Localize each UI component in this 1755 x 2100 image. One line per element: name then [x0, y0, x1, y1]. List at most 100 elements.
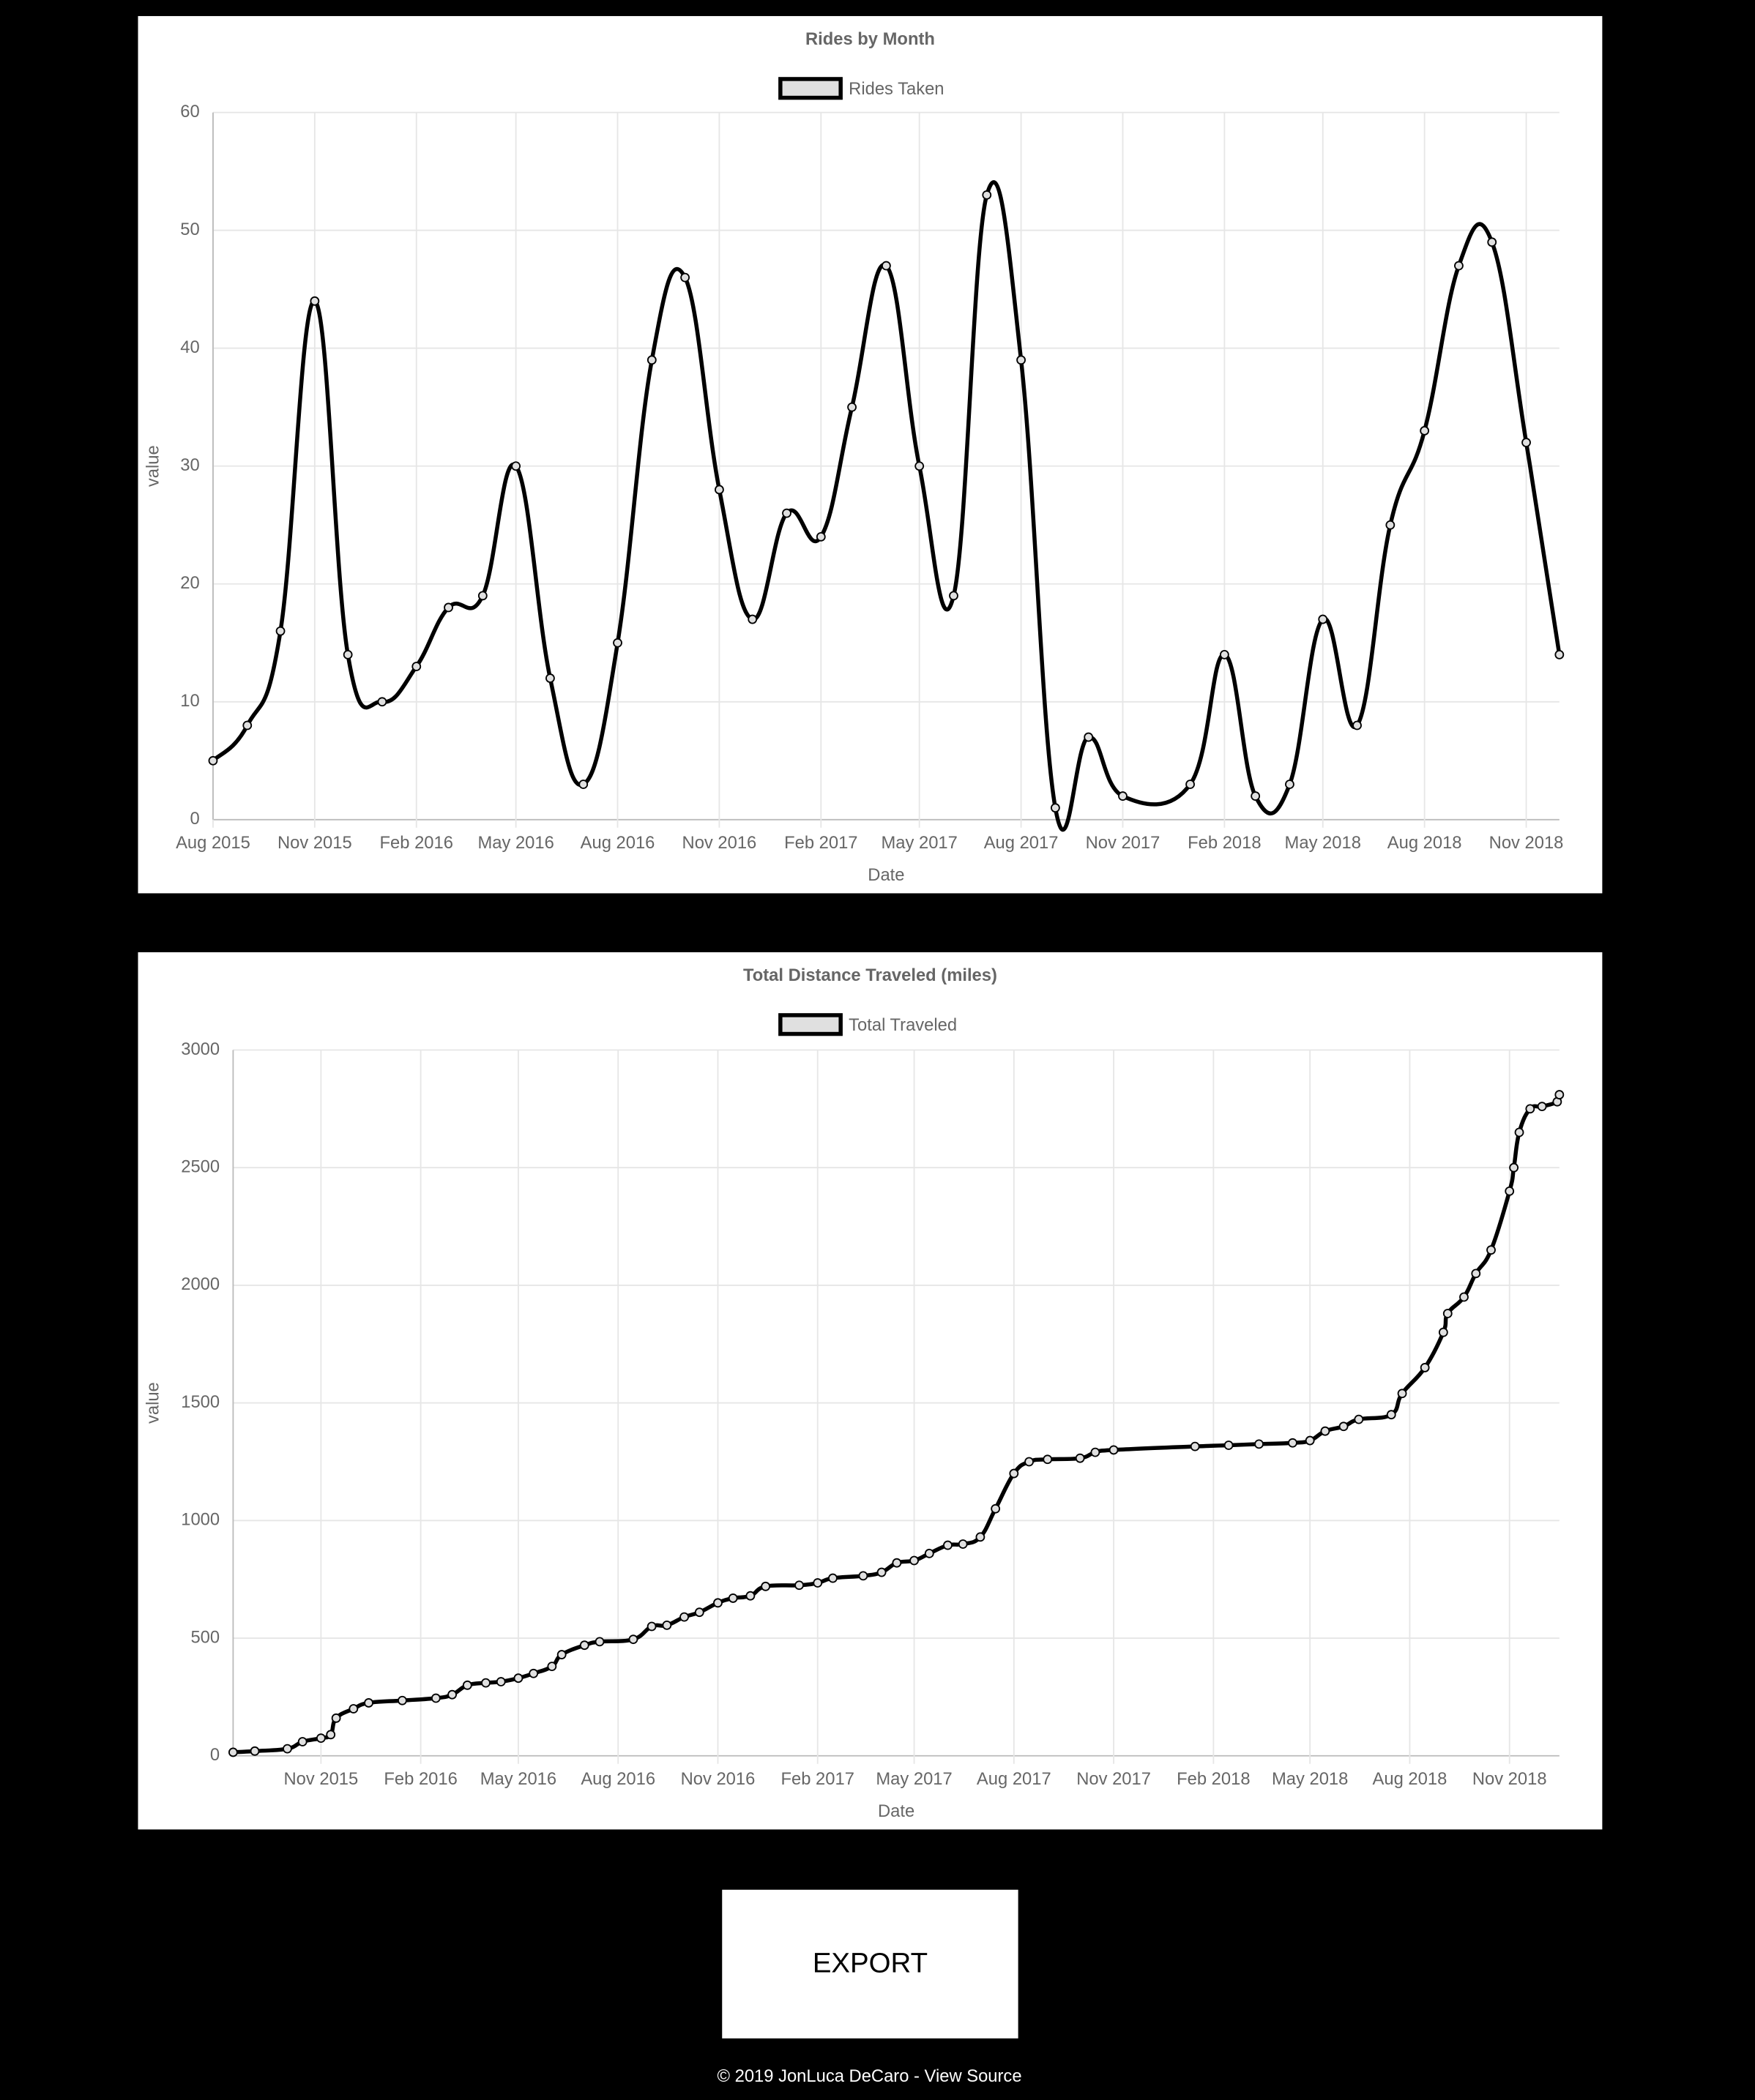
data-point	[647, 1621, 657, 1632]
data-point	[1486, 1245, 1496, 1255]
y-tick-label: 2000	[181, 1274, 220, 1294]
y-tick-label: 1500	[181, 1392, 220, 1412]
data-point	[1285, 780, 1294, 789]
data-point	[1320, 1426, 1330, 1436]
data-point	[364, 1698, 373, 1708]
x-tick-label: May 2017	[876, 1769, 952, 1789]
data-point	[1385, 520, 1396, 530]
data-point	[858, 1571, 868, 1581]
x-tick-label: May 2016	[480, 1769, 556, 1789]
data-point	[1254, 1439, 1264, 1449]
data-point	[349, 1704, 359, 1714]
data-point	[728, 1593, 738, 1603]
data-point	[694, 1607, 704, 1618]
data-point	[881, 261, 891, 271]
export-button-label[interactable]: EXPORT	[813, 1947, 928, 1978]
data-point	[297, 1737, 308, 1746]
y-tick-label: 10	[180, 691, 199, 711]
data-point	[1190, 1441, 1200, 1451]
y-tick-label: 20	[180, 573, 199, 593]
footer-text: © 2019 JonLuca DeCaro -	[717, 2066, 924, 2086]
data-point	[1420, 1363, 1430, 1372]
y-tick-label: 2500	[181, 1157, 220, 1176]
footer: © 2019 JonLuca DeCaro - View Source	[717, 2066, 1021, 2086]
data-point	[242, 720, 253, 730]
data-point	[1024, 1457, 1034, 1467]
y-tick-label: 3000	[181, 1039, 220, 1059]
data-point	[613, 638, 622, 648]
y-tick-label: 0	[190, 809, 199, 829]
data-point	[748, 614, 758, 624]
data-point	[316, 1733, 326, 1744]
data-point	[949, 591, 958, 601]
data-point	[628, 1634, 638, 1645]
data-point	[447, 1689, 457, 1700]
data-point	[1288, 1438, 1297, 1448]
x-tick-label: Aug 2016	[581, 833, 655, 853]
x-tick-label: Feb 2018	[1177, 1769, 1250, 1789]
data-point	[1185, 780, 1195, 789]
x-tick-label: Aug 2018	[1373, 1769, 1447, 1789]
x-tick-label: May 2018	[1272, 1769, 1348, 1789]
x-tick-label: Nov 2015	[284, 1769, 359, 1789]
data-point	[745, 1591, 756, 1601]
data-point	[1338, 1421, 1349, 1432]
data-point	[1318, 614, 1328, 624]
data-point	[431, 1693, 441, 1703]
legend-label: Rides Taken	[849, 79, 944, 99]
data-point	[1487, 237, 1497, 247]
data-point	[283, 1744, 292, 1754]
data-point	[595, 1637, 605, 1647]
data-point	[377, 697, 387, 707]
export-button[interactable]	[722, 1889, 1018, 2039]
data-point	[876, 1567, 887, 1577]
x-axis-label: Date	[868, 865, 904, 885]
footer-link[interactable]: View Source	[925, 2066, 1022, 2086]
data-point	[1420, 426, 1430, 436]
x-tick-label: Feb 2016	[380, 833, 453, 853]
x-tick-label: Nov 2015	[277, 833, 352, 853]
data-point	[275, 626, 286, 636]
data-point	[794, 1580, 804, 1591]
data-point	[1454, 261, 1464, 271]
data-point	[1525, 1104, 1535, 1114]
data-point	[1354, 1414, 1364, 1424]
x-tick-label: May 2018	[1285, 833, 1361, 853]
x-tick-label: Feb 2018	[1188, 833, 1261, 853]
data-point	[1397, 1389, 1407, 1399]
data-point	[1459, 1292, 1469, 1302]
data-point	[909, 1555, 919, 1566]
legend-swatch	[778, 1013, 843, 1036]
data-point	[782, 508, 791, 518]
data-point	[847, 402, 857, 412]
data-point	[1219, 649, 1229, 659]
data-point	[914, 461, 925, 471]
x-tick-label: Nov 2016	[682, 833, 757, 853]
data-point	[761, 1581, 771, 1591]
data-point	[1009, 1468, 1019, 1479]
data-point	[1108, 1445, 1119, 1455]
data-point	[462, 1680, 472, 1690]
data-point	[647, 355, 657, 365]
y-tick-label: 0	[210, 1745, 220, 1765]
data-point	[828, 1573, 838, 1583]
data-point	[228, 1747, 238, 1757]
data-point	[991, 1503, 1001, 1514]
data-point	[1514, 1127, 1524, 1137]
x-tick-label: Aug 2015	[176, 833, 250, 853]
data-point	[1043, 1454, 1053, 1465]
data-point	[578, 780, 589, 789]
data-point	[1509, 1162, 1519, 1173]
data-point	[331, 1713, 341, 1723]
x-tick-label: Nov 2017	[1076, 1769, 1151, 1789]
data-point	[511, 461, 521, 471]
data-point	[1223, 1441, 1234, 1450]
data-point	[1075, 1453, 1085, 1463]
x-tick-label: Aug 2016	[581, 1769, 655, 1789]
data-point	[1305, 1435, 1315, 1446]
data-point	[208, 755, 218, 766]
y-tick-label: 50	[180, 220, 199, 239]
data-point	[662, 1620, 672, 1630]
x-tick-label: May 2017	[881, 833, 957, 853]
